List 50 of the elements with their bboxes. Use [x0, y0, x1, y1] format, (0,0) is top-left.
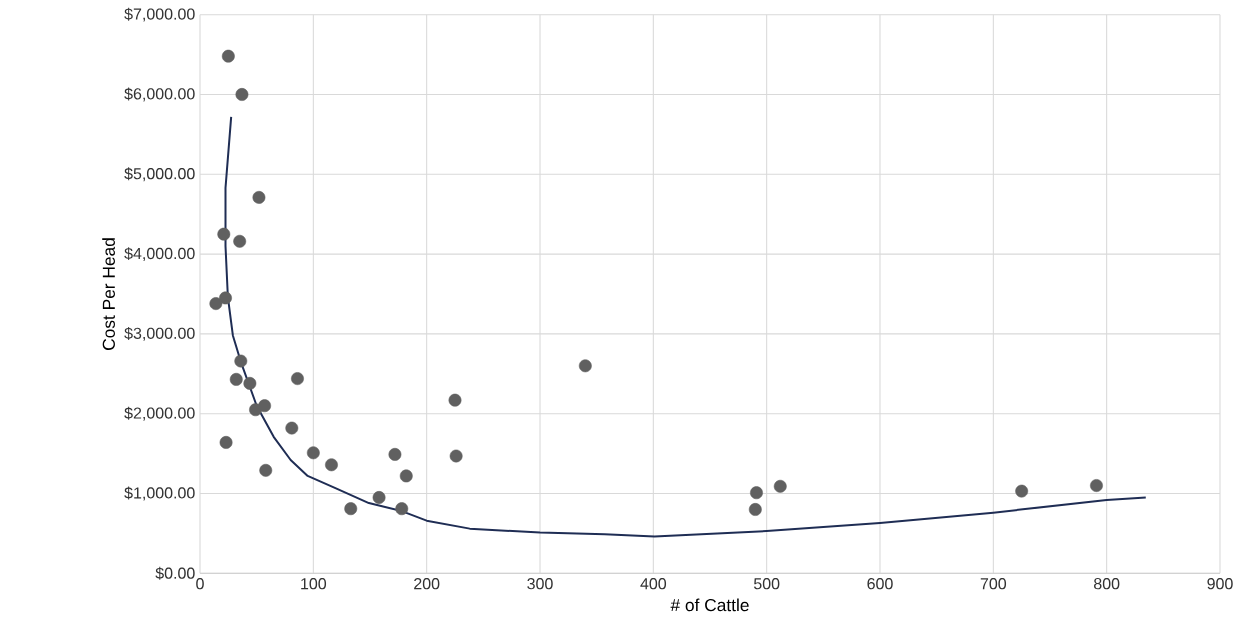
y-axis-title: Cost Per Head — [102, 238, 115, 351]
y-tick-label: $3,000.00 — [124, 327, 195, 342]
y-tick-label: $1,000.00 — [124, 486, 195, 501]
point — [325, 458, 338, 472]
point — [388, 448, 402, 461]
y-tick-label: $6,000.00 — [124, 87, 195, 102]
point — [1090, 479, 1103, 493]
x-tick-label: 900 — [1207, 578, 1233, 590]
point — [750, 486, 763, 500]
x-tick-label: 600 — [867, 578, 893, 590]
point — [285, 421, 299, 435]
x-tick-label: 400 — [640, 578, 667, 590]
point — [395, 502, 409, 516]
point — [219, 291, 232, 305]
point — [221, 49, 235, 63]
x-tick-label: 100 — [301, 578, 327, 590]
point — [399, 469, 413, 483]
y-tick-label: $5,000.00 — [124, 167, 195, 182]
point — [219, 436, 233, 450]
x-tick-label: 200 — [414, 578, 440, 590]
point — [252, 191, 266, 204]
point — [448, 393, 462, 407]
point — [234, 354, 248, 368]
y-tick-label: $2,000.00 — [124, 406, 195, 421]
point — [748, 503, 762, 517]
x-axis-title: # of Cattle — [670, 598, 749, 612]
x-tick-label: 300 — [527, 578, 553, 590]
point — [372, 491, 386, 505]
point — [258, 399, 271, 413]
point — [229, 373, 243, 386]
point — [578, 359, 592, 373]
point — [209, 297, 223, 311]
y-tick-label: $4,000.00 — [124, 247, 195, 262]
point — [1015, 484, 1029, 498]
point — [773, 480, 787, 493]
x-tick-label: 0 — [196, 578, 204, 590]
x-tick-label: 800 — [1094, 578, 1120, 590]
x-tick-label: 500 — [753, 578, 780, 590]
point — [217, 227, 231, 241]
x-tick-label: 700 — [980, 578, 1007, 590]
point — [291, 372, 304, 386]
point — [344, 502, 358, 516]
point — [449, 449, 463, 463]
point — [259, 464, 273, 477]
point — [243, 377, 257, 390]
point — [306, 446, 320, 460]
point — [233, 235, 247, 248]
y-tick-label: $7,000.00 — [124, 7, 195, 22]
y-tick-label: $0.00 — [155, 567, 195, 580]
point — [235, 88, 249, 102]
